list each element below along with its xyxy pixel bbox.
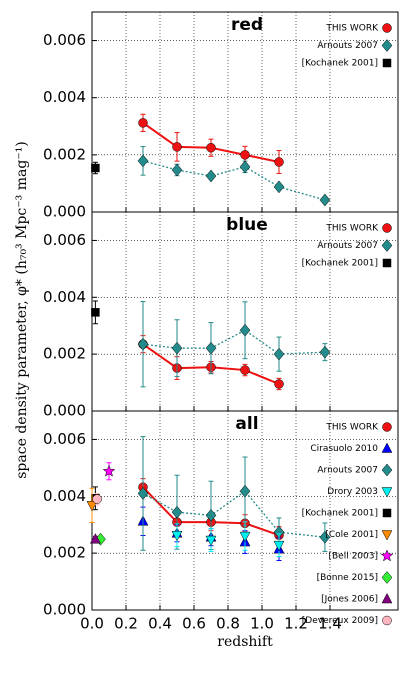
y-tick-label: 0.004 bbox=[43, 288, 86, 306]
data-point bbox=[172, 142, 182, 152]
x-tick-label: 0.2 bbox=[114, 615, 138, 633]
legend-label: THIS WORK bbox=[325, 224, 379, 234]
data-point bbox=[92, 494, 102, 504]
data-point bbox=[91, 163, 100, 173]
panel-title: all bbox=[235, 414, 258, 434]
data-point bbox=[138, 118, 148, 128]
data-point bbox=[171, 530, 183, 542]
legend-marker bbox=[381, 592, 393, 604]
y-tick-label: 0.006 bbox=[43, 430, 86, 448]
x-tick-label: 0.8 bbox=[216, 615, 240, 633]
legend-label: [Kochanek 2001] bbox=[302, 509, 378, 519]
legend-marker bbox=[382, 508, 392, 518]
y-tick-label: 0.002 bbox=[43, 345, 86, 363]
data-point bbox=[319, 345, 331, 359]
legend-label: [Bonne 2015] bbox=[317, 573, 378, 583]
legend-label: Cirasuolo 2010 bbox=[310, 444, 378, 454]
legend-label: THIS WORK bbox=[325, 24, 379, 34]
y-tick-label: 0.000 bbox=[43, 203, 86, 221]
data-point bbox=[205, 535, 217, 547]
y-tick-label: 0.000 bbox=[43, 402, 86, 420]
data-point bbox=[273, 540, 285, 552]
data-point bbox=[171, 505, 183, 519]
legend-marker bbox=[382, 223, 392, 233]
x-tick-label: 1.0 bbox=[250, 615, 274, 633]
data-point bbox=[205, 169, 217, 183]
legend-marker bbox=[382, 422, 392, 432]
data-point bbox=[273, 347, 285, 361]
panel-title: blue bbox=[226, 215, 268, 235]
y-tick-label: 0.002 bbox=[43, 145, 86, 163]
x-tick-label: 0.0 bbox=[80, 615, 104, 633]
y-tick-label: 0.002 bbox=[43, 544, 86, 562]
data-point bbox=[274, 157, 284, 167]
legend-marker bbox=[380, 549, 394, 562]
data-point bbox=[240, 365, 250, 375]
data-point bbox=[206, 142, 216, 153]
panel-title: red bbox=[231, 15, 263, 35]
data-point bbox=[171, 341, 183, 355]
legend-marker bbox=[382, 615, 392, 626]
x-tick-label: 0.6 bbox=[182, 615, 206, 633]
legend-label: [Kochanek 2001] bbox=[302, 259, 378, 269]
y-tick-label: 0.004 bbox=[43, 88, 86, 106]
legend-marker bbox=[381, 239, 393, 252]
data-point bbox=[274, 379, 284, 389]
legend-label: Arnouts 2007 bbox=[317, 41, 378, 51]
data-point bbox=[205, 508, 217, 522]
legend-marker bbox=[382, 258, 392, 268]
x-axis-label: redshift bbox=[217, 634, 273, 650]
series-line bbox=[142, 490, 325, 538]
legend-label: [Bell 2003] bbox=[329, 552, 379, 562]
data-point bbox=[137, 154, 149, 168]
series-line bbox=[142, 329, 325, 355]
legend-label: Arnouts 2007 bbox=[317, 241, 378, 251]
data-point bbox=[273, 180, 285, 194]
legend-marker bbox=[382, 58, 392, 68]
y-tick-label: 0.006 bbox=[43, 231, 86, 249]
data-point bbox=[91, 308, 100, 317]
legend-marker bbox=[381, 571, 393, 584]
legend-label: Arnouts 2007 bbox=[317, 466, 378, 476]
x-tick-label: 1.2 bbox=[284, 615, 308, 633]
data-point bbox=[319, 193, 331, 207]
legend-label: [Cole 2001] bbox=[325, 530, 378, 540]
data-point bbox=[239, 160, 251, 174]
data-point bbox=[239, 323, 251, 337]
legend-label: [Kochanek 2001] bbox=[302, 59, 378, 69]
legend-marker bbox=[381, 39, 393, 52]
data-point bbox=[137, 337, 149, 351]
data-point bbox=[240, 150, 250, 160]
y-tick-label: 0.000 bbox=[43, 601, 86, 619]
legend-marker bbox=[381, 463, 393, 477]
x-tick-label: 1.4 bbox=[318, 615, 342, 633]
x-tick-label: 0.4 bbox=[148, 615, 172, 633]
data-point bbox=[102, 464, 116, 477]
legend-label: THIS WORK bbox=[325, 423, 379, 433]
y-tick-label: 0.004 bbox=[43, 487, 86, 505]
data-point bbox=[89, 533, 101, 544]
data-point bbox=[137, 487, 149, 500]
legend-marker bbox=[381, 442, 393, 453]
legend-marker bbox=[381, 487, 393, 498]
data-point bbox=[171, 163, 183, 177]
legend-label: Drory 2003 bbox=[327, 487, 378, 497]
legend-label: [Devereux 2009] bbox=[302, 616, 378, 626]
data-point bbox=[205, 341, 217, 355]
series-line bbox=[142, 160, 326, 201]
y-tick-label: 0.006 bbox=[43, 31, 86, 49]
y-axis-label: space density parameter, φ* (h₇₀³ Mpc⁻³ … bbox=[14, 141, 30, 479]
data-point bbox=[239, 484, 251, 498]
data-point bbox=[239, 531, 251, 543]
data-point bbox=[86, 501, 98, 512]
legend-marker bbox=[381, 530, 393, 541]
legend-marker bbox=[382, 23, 392, 33]
legend-label: [Jones 2006] bbox=[321, 595, 378, 605]
data-point bbox=[319, 530, 331, 544]
